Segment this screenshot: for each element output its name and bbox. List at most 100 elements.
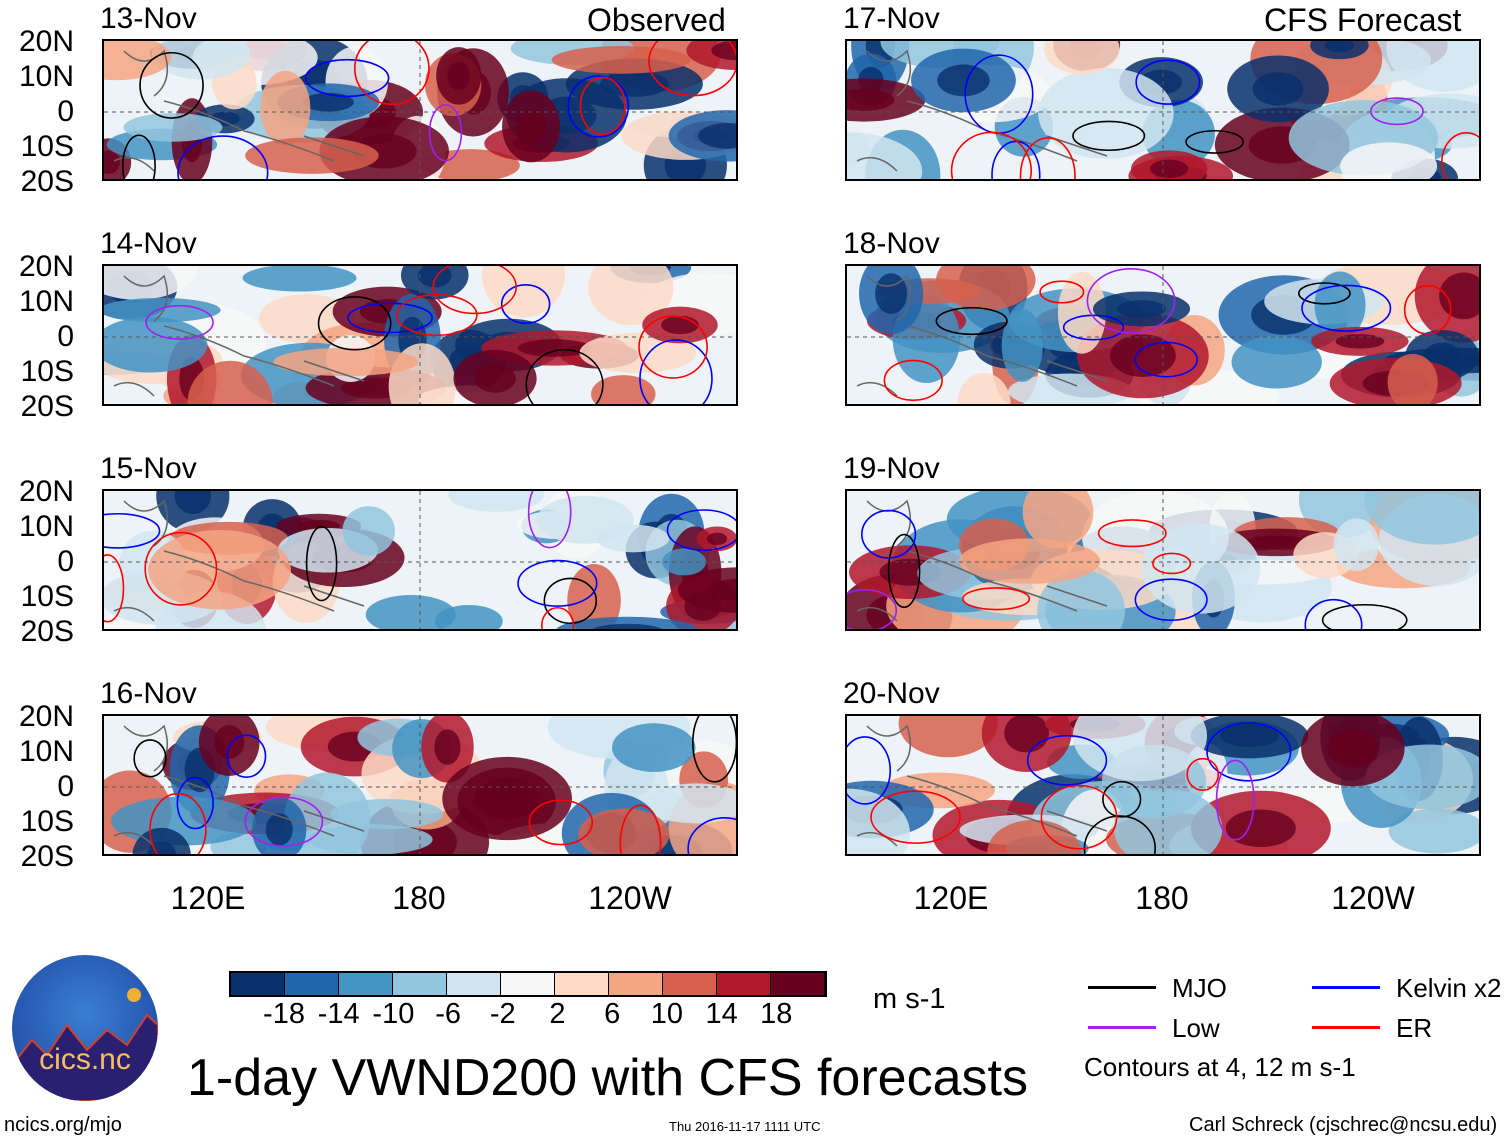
colorbar-label: -2 — [489, 998, 516, 1030]
anomaly-blob — [578, 808, 670, 854]
anomaly-blob — [898, 716, 998, 758]
colorbar-label: 14 — [705, 998, 738, 1030]
anomaly-blob — [104, 266, 198, 300]
anomaly-blob — [132, 827, 191, 854]
lon-tick-label: 120E — [170, 880, 246, 916]
legend-line — [1312, 1026, 1380, 1029]
wave-contour — [139, 51, 204, 119]
anomaly-blob — [677, 567, 736, 613]
panel-date: 19-Nov — [843, 452, 940, 485]
legend-label: ER — [1396, 1013, 1433, 1043]
wave-contour — [1152, 552, 1192, 575]
colorbar-swatch — [231, 973, 285, 995]
map-panel — [845, 39, 1481, 181]
anomaly-blob — [187, 360, 273, 404]
colorbar-label: 18 — [760, 998, 793, 1030]
wave-contour — [428, 104, 463, 162]
wave-contour — [145, 304, 214, 340]
anomaly-core — [600, 71, 669, 97]
colorbar-label: -6 — [435, 998, 461, 1030]
anomaly-blob — [588, 266, 674, 325]
lat-tick-label: 10S — [20, 580, 74, 613]
anomaly-blob — [104, 297, 221, 323]
wave-contour — [353, 41, 430, 106]
anomaly-core — [516, 108, 546, 145]
lat-tick-label: 20N — [18, 700, 74, 733]
wave-contour — [687, 817, 736, 854]
wave-contour — [579, 76, 626, 136]
colorbar-label: -18 — [263, 998, 305, 1030]
wave-contour — [1040, 784, 1118, 850]
wave-contour — [861, 509, 917, 559]
wave-contour — [527, 491, 572, 549]
wave-contour — [1206, 722, 1292, 782]
anomaly-blob — [556, 616, 699, 629]
anomaly-blob — [448, 491, 545, 512]
colorbar-label: 10 — [650, 998, 684, 1030]
anomaly-core — [517, 339, 591, 357]
anomaly-blob — [481, 266, 565, 318]
logo: cics.nc — [12, 955, 158, 1101]
anomaly-blob — [242, 266, 357, 292]
map-panel — [102, 714, 738, 856]
anomaly-blob — [1387, 353, 1438, 404]
colorbar-label: -14 — [317, 998, 360, 1030]
wave-contour — [1026, 734, 1108, 786]
wave-contour — [1185, 129, 1245, 154]
colorbar-swatch — [663, 973, 717, 995]
anomaly-blob — [260, 70, 311, 146]
wave-contour — [619, 804, 662, 854]
coastline — [113, 49, 365, 172]
anomaly-core — [447, 61, 470, 91]
wave-contour — [1039, 280, 1085, 304]
anomaly-core — [474, 777, 540, 820]
lat-tick-label: 20N — [18, 475, 74, 508]
wave-contour — [692, 716, 736, 783]
coastline — [856, 274, 1108, 397]
wave-contour — [500, 284, 551, 325]
legend-label: Kelvin x2 — [1396, 973, 1502, 1003]
panel-date: 17-Nov — [843, 2, 940, 35]
legend-line — [1312, 986, 1380, 989]
lat-tick-label: 20S — [20, 840, 74, 873]
anomaly-blob — [1022, 491, 1094, 549]
anomaly-blob — [245, 137, 379, 174]
anomaly-blob — [151, 41, 251, 80]
lon-tick-label: 180 — [392, 880, 446, 916]
lon-tick-label: 120W — [1331, 880, 1415, 916]
observed-header: Observed — [587, 2, 726, 38]
anomaly-core — [1109, 334, 1176, 377]
lat-tick-label: 10N — [18, 285, 74, 318]
lat-tick-label: 10N — [18, 60, 74, 93]
lat-tick-label: 0 — [57, 545, 74, 578]
lat-tick-label: 0 — [57, 770, 74, 803]
coastline — [113, 724, 365, 847]
wave-contour — [104, 554, 125, 623]
wave-contour — [648, 41, 736, 97]
wave-contour — [639, 339, 713, 404]
colorbar-swatch — [717, 973, 771, 995]
lat-tick-label: 20S — [20, 390, 74, 423]
anomaly-blob — [957, 372, 1011, 404]
anomaly-blob — [365, 595, 456, 629]
wave-contour — [666, 509, 736, 552]
footer-url[interactable]: ncics.org/mjo — [4, 1114, 122, 1136]
units-label: m s-1 — [873, 983, 946, 1015]
wave-contour — [305, 58, 390, 98]
anomaly-core — [104, 150, 120, 174]
anomaly-core — [592, 623, 662, 629]
panel-date: 14-Nov — [100, 227, 197, 260]
colorbar-label: 2 — [549, 998, 566, 1030]
lat-tick-label: 10S — [20, 805, 74, 838]
wave-contour — [1072, 120, 1146, 152]
anomaly-core — [214, 725, 245, 759]
wave-contour — [317, 296, 392, 351]
anomaly-blob — [847, 132, 923, 179]
map-panel — [845, 264, 1481, 406]
anomaly-core — [1335, 334, 1385, 349]
legend-line — [1088, 1026, 1156, 1029]
wave-contour — [1215, 759, 1255, 841]
anomaly-core — [711, 41, 736, 61]
wave-contour — [133, 739, 167, 778]
